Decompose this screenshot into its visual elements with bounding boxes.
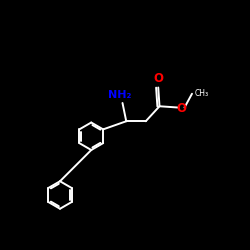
Text: NH₂: NH₂ — [108, 90, 132, 101]
Text: CH₃: CH₃ — [195, 89, 209, 98]
Text: O: O — [153, 72, 163, 85]
Text: O: O — [176, 102, 186, 115]
